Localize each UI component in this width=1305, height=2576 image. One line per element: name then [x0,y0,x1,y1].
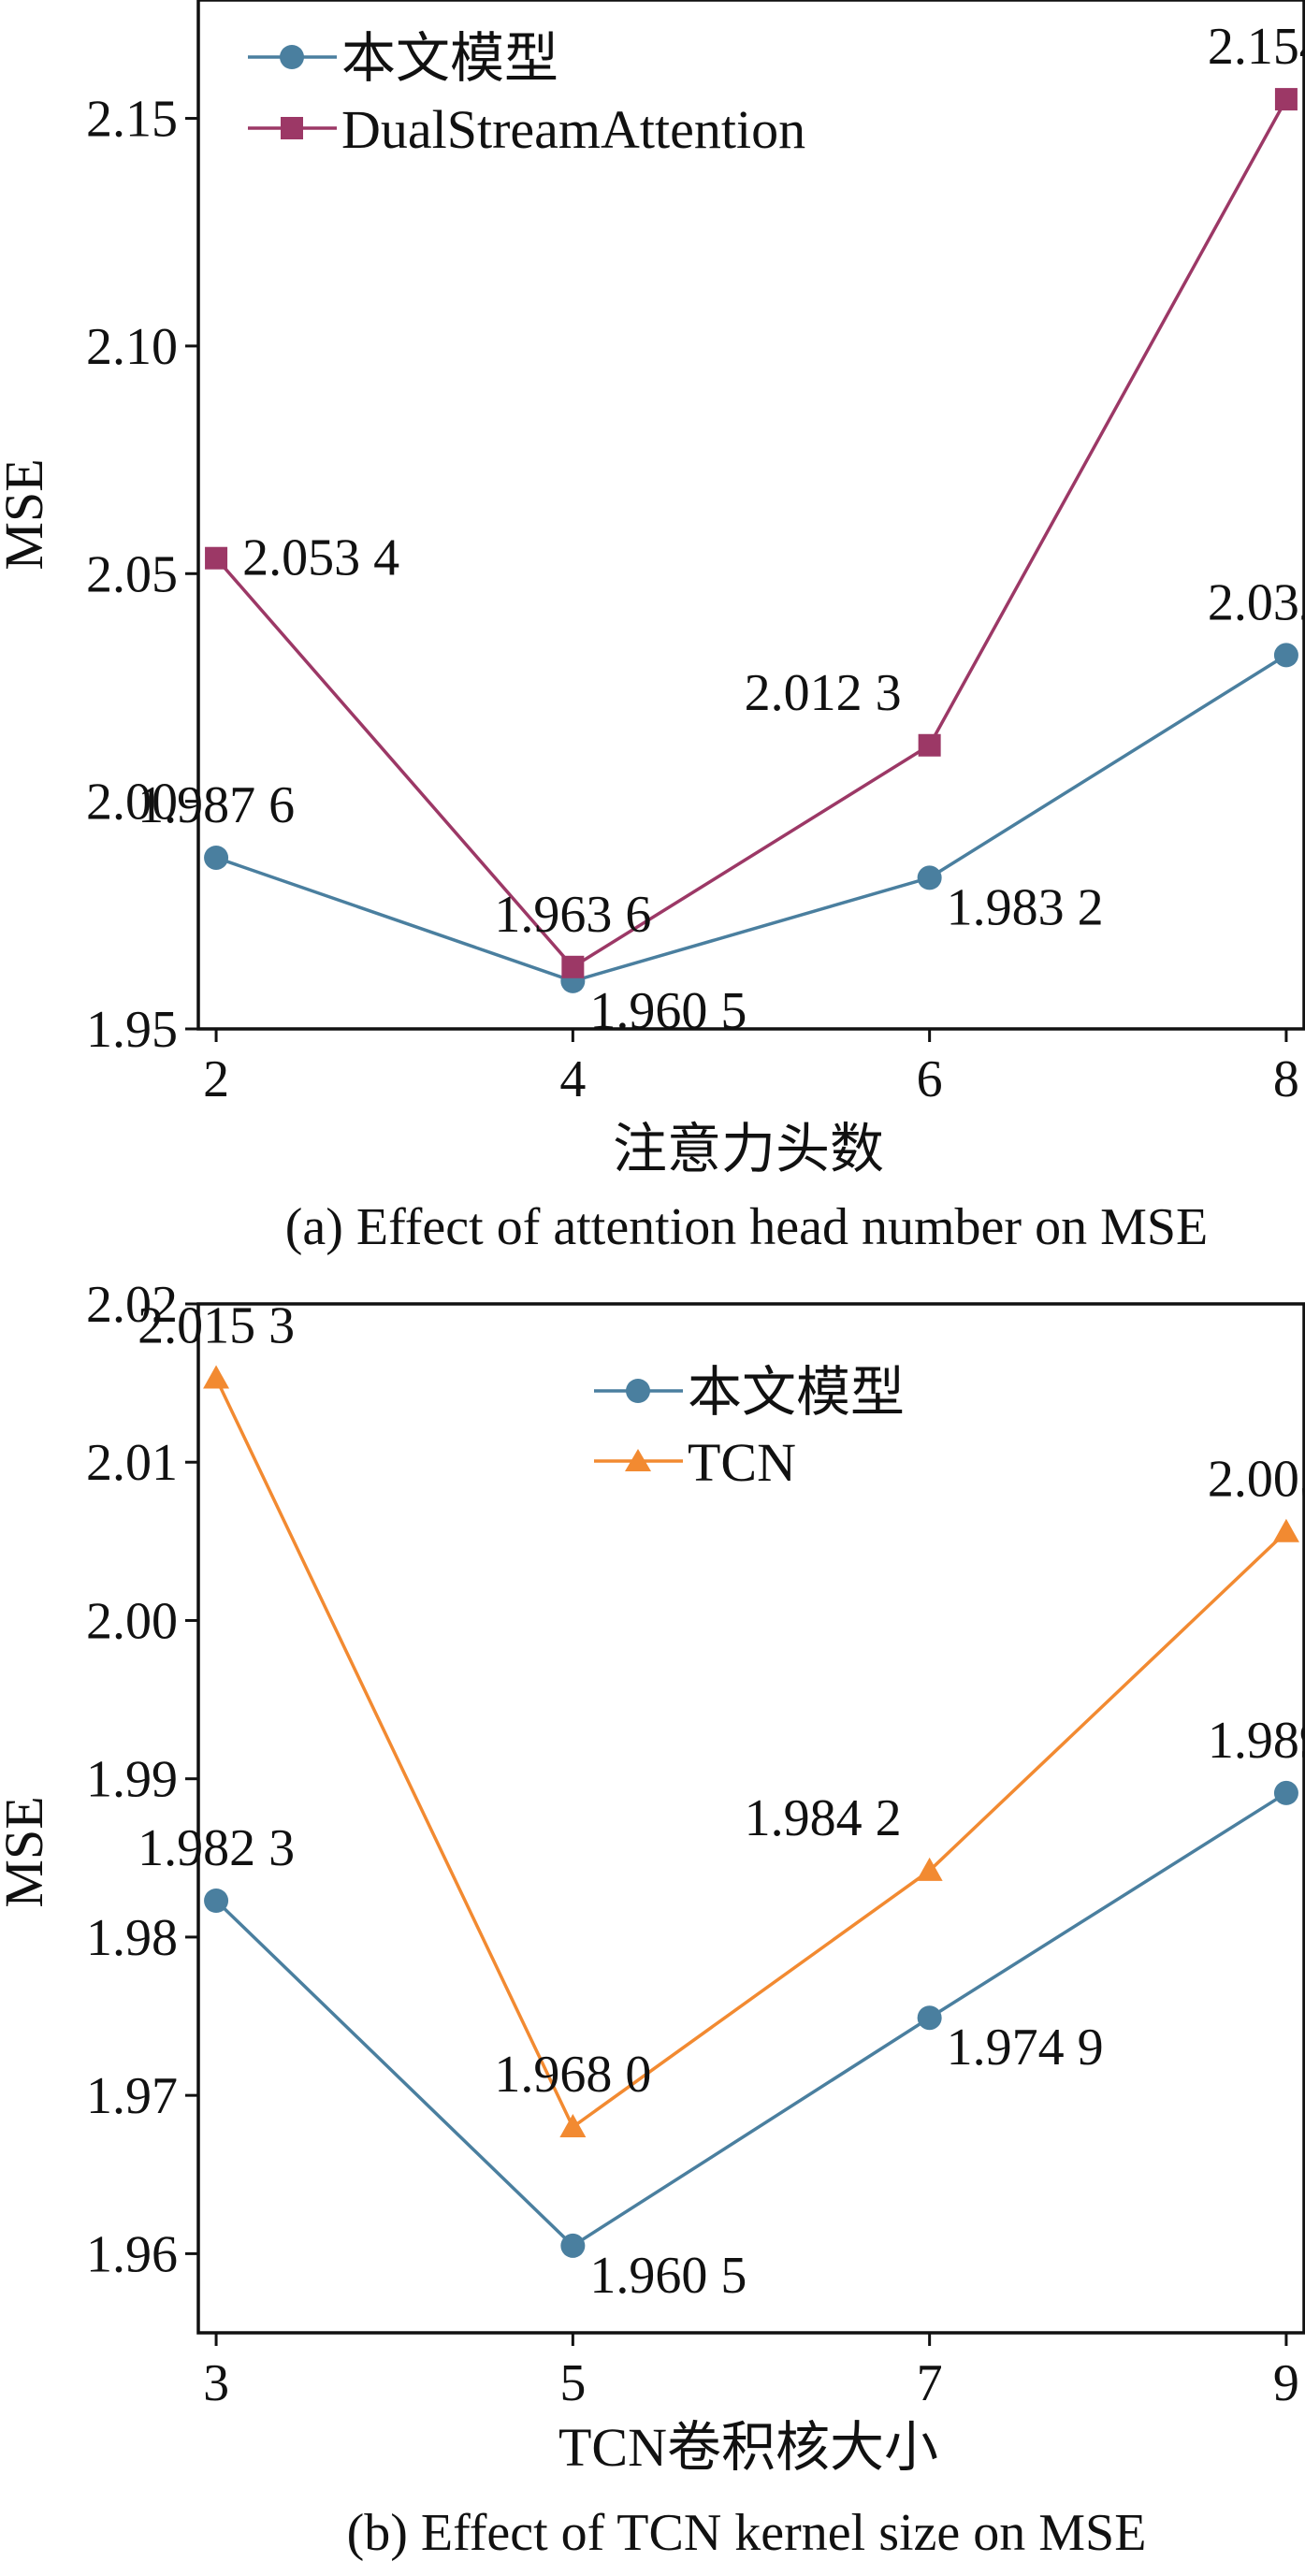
panel-b-y-axis-title: MSE [0,1796,54,1907]
panel-a-y-axis-title: MSE [0,458,54,570]
panel-a-plot-frame [196,0,1305,1031]
panel-b-legend: 本文模型 TCN [594,1362,905,1493]
y-tick-label: 2.02 [86,1276,178,1334]
y-tick-label: 2.15 [86,91,178,149]
series-line-dual-stream [214,98,1288,970]
series-line-this-model [214,1791,1287,2249]
legend-label-dual-stream: DualStreamAttention [341,99,805,160]
y-tick-label: 2.01 [86,1434,178,1492]
panel-a-y-axis: 1.95 2.00 2.05 2.10 2.15 [86,91,198,1059]
panel-b-data-labels: 1.982 3 1.960 5 1.974 9 1.989 1 2.015 3 1.968… [138,1297,1305,2305]
panel-a-series [204,88,1298,993]
data-label: 1.984 2 [745,1789,902,1847]
data-label: 1.983 2 [947,878,1104,936]
panel-a-x-axis: 2 4 6 8 [203,1029,1299,1108]
data-label: 1.974 9 [947,2019,1104,2077]
legend-label-this-model: 本文模型 [688,1362,905,1423]
data-point-circle [204,1889,229,1913]
panel-a-legend: 本文模型 DualStreamAttention [248,28,805,160]
x-tick-label: 9 [1273,2354,1299,2412]
data-point-triangle [1272,1518,1299,1542]
data-label: 1.989 1 [1208,1712,1305,1770]
data-label: 1.968 0 [494,2046,651,2104]
panel-b-tcn-kernel: 1.96 1.97 1.98 1.99 2.00 2.01 2.02 3 5 7 9 1.982 … [0,1276,1305,2562]
y-tick-label: 1.95 [86,1001,178,1059]
data-point-circle [917,865,942,890]
legend-marker-circle [626,1379,650,1403]
panel-b-x-axis: 3 5 7 9 [203,2333,1299,2412]
data-label: 2.015 3 [138,1297,295,1355]
data-label: 1.987 6 [138,776,295,834]
data-label: 2.154 2 [1208,18,1305,76]
data-label: 2.053 4 [242,529,399,587]
y-tick-label: 2.10 [86,318,178,376]
panel-a-attention-heads: 1.95 2.00 2.05 2.10 2.15 2 4 6 8 1.987 6 1.960 5… [0,0,1305,1256]
legend-marker-triangle [625,1449,651,1471]
y-tick-label: 1.97 [86,2067,178,2125]
panel-b-x-axis-title: TCN卷积核大小 [558,2417,938,2478]
data-point-triangle [916,1857,943,1881]
legend-marker-square [281,117,303,139]
data-point-circle [1273,643,1298,668]
y-tick-label: 1.99 [86,1751,178,1809]
data-label: 1.963 6 [494,886,651,944]
data-label: 2.032 1 [1208,573,1305,631]
y-tick-label: 2.00 [86,1592,178,1650]
data-point-triangle [559,2114,587,2137]
y-tick-label: 2.05 [86,545,178,603]
data-label: 1.982 3 [138,1819,295,1877]
legend-label-this-model: 本文模型 [341,28,558,89]
data-point-square [918,733,941,757]
x-tick-label: 3 [203,2354,229,2412]
y-tick-label: 1.96 [86,2225,178,2283]
x-tick-label: 2 [203,1050,229,1108]
y-tick-label: 2.00 [86,774,178,832]
panel-a-x-axis-title: 注意力头数 [613,1119,884,1179]
y-tick-label: 1.98 [86,1909,178,1967]
x-tick-label: 5 [559,2354,586,2412]
legend-marker-circle [280,45,304,69]
data-point-square [1274,88,1298,111]
data-point-circle [917,2005,942,2031]
panel-a-data-labels: 1.987 6 1.960 5 1.983 2 2.032 1 2.053 4 1.963… [138,18,1305,1040]
data-label: 2.012 3 [745,664,902,722]
series-line-tcn [214,1377,1288,2130]
x-tick-label: 6 [917,1050,943,1108]
data-label: 2.005 6 [1208,1451,1305,1509]
data-point-square [561,955,585,978]
panel-a-caption: (a) Effect of attention head number on M… [285,1198,1208,1256]
data-point-circle [1273,1780,1298,1805]
series-line-this-model [215,653,1287,983]
panel-b-series [203,1365,1299,2258]
data-point-circle [204,845,229,870]
data-point-square [205,546,228,570]
panel-b-caption: (b) Effect of TCN kernel size on MSE [347,2504,1147,2562]
x-tick-label: 7 [917,2354,943,2412]
panel-b-y-axis: 1.96 1.97 1.98 1.99 2.00 2.01 2.02 [86,1276,198,2283]
panel-b-plot-frame [196,1302,1305,2335]
legend-label-tcn: TCN [688,1432,796,1493]
x-tick-label: 4 [559,1050,586,1108]
data-point-circle [560,2233,586,2258]
data-point-triangle [203,1365,230,1389]
data-label: 1.960 5 [589,982,747,1040]
x-tick-label: 8 [1273,1050,1299,1108]
data-label: 1.960 5 [589,2247,747,2305]
